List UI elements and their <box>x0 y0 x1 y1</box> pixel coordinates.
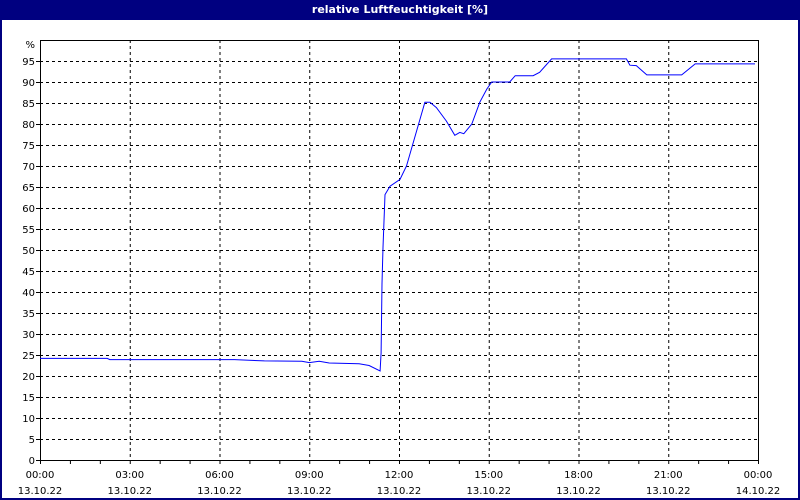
y-tick-label: 0 <box>29 456 35 467</box>
x-tick-time-label: 21:00 <box>654 470 683 481</box>
y-tick-label: 10 <box>22 414 35 425</box>
x-tick-date-label: 13.10.22 <box>556 486 601 497</box>
humidity-line <box>40 58 755 372</box>
y-tick-label: 25 <box>22 351 35 362</box>
x-tick-time-label: 06:00 <box>205 470 234 481</box>
y-tick-label: 50 <box>22 246 35 257</box>
y-tick-label: 30 <box>22 330 35 341</box>
chart-title: relative Luftfeuchtigkeit [%] <box>0 0 800 20</box>
y-tick-label: 85 <box>22 99 35 110</box>
y-tick-label: 40 <box>22 288 35 299</box>
x-tick-time-label: 15:00 <box>474 470 503 481</box>
y-tick-label: 35 <box>22 309 35 320</box>
x-tick-date-label: 14.10.22 <box>736 486 781 497</box>
plot-frame <box>40 40 759 461</box>
y-tick-label: 5 <box>29 435 35 446</box>
y-tick-label: 95 <box>22 57 35 68</box>
x-tick-time-label: 03:00 <box>115 470 144 481</box>
y-tick-label: 80 <box>22 120 35 131</box>
y-tick-label: 90 <box>22 78 35 89</box>
x-tick-date-label: 13.10.22 <box>646 486 691 497</box>
x-tick-time-label: 18:00 <box>564 470 593 481</box>
grid <box>40 40 758 460</box>
x-tick-time-label: 09:00 <box>295 470 324 481</box>
y-axis-unit-label: % <box>25 40 35 51</box>
axes: 0 5 10 15 20 25 30 35 40 45 50 55 60 65 70 75 80 85 90 95 00… <box>18 40 781 497</box>
y-tick-label: 75 <box>22 141 35 152</box>
y-tick-label: 55 <box>22 225 35 236</box>
x-tick-time-label: 00:00 <box>26 470 55 481</box>
x-tick-date-label: 13.10.22 <box>197 486 242 497</box>
y-tick-label: 65 <box>22 183 35 194</box>
x-tick-time-label: 00:00 <box>744 470 773 481</box>
x-tick-time-label: 12:00 <box>385 470 414 481</box>
x-tick-date-label: 13.10.22 <box>18 486 63 497</box>
x-tick-date-label: 13.10.22 <box>377 486 422 497</box>
y-tick-label: 60 <box>22 204 35 215</box>
y-tick-label: 70 <box>22 162 35 173</box>
x-tick-date-label: 13.10.22 <box>107 486 152 497</box>
series <box>40 58 755 372</box>
y-tick-label: 45 <box>22 267 35 278</box>
x-tick-date-label: 13.10.22 <box>287 486 332 497</box>
y-tick-label: 15 <box>22 393 35 404</box>
y-tick-label: 20 <box>22 372 35 383</box>
x-tick-date-label: 13.10.22 <box>466 486 511 497</box>
